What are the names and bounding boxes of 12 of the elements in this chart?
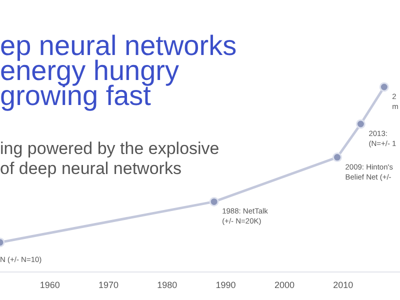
point xyxy=(332,152,342,162)
x-tick-label: 2010 xyxy=(333,280,354,290)
x-tick-label: 2000 xyxy=(274,280,294,290)
x-tick-label: 1990 xyxy=(216,280,236,290)
point xyxy=(356,119,366,129)
point xyxy=(209,196,219,206)
x-tick-label: 1960 xyxy=(40,280,60,290)
text: ing powered by the explosive of deep neural networks xyxy=(0,139,220,178)
x-tick-label: 1970 xyxy=(98,280,119,290)
x-tick-label: 1980 xyxy=(157,280,178,290)
chart-title: ep neural networks energy hungry growing fast xyxy=(0,30,237,111)
point xyxy=(379,82,389,92)
